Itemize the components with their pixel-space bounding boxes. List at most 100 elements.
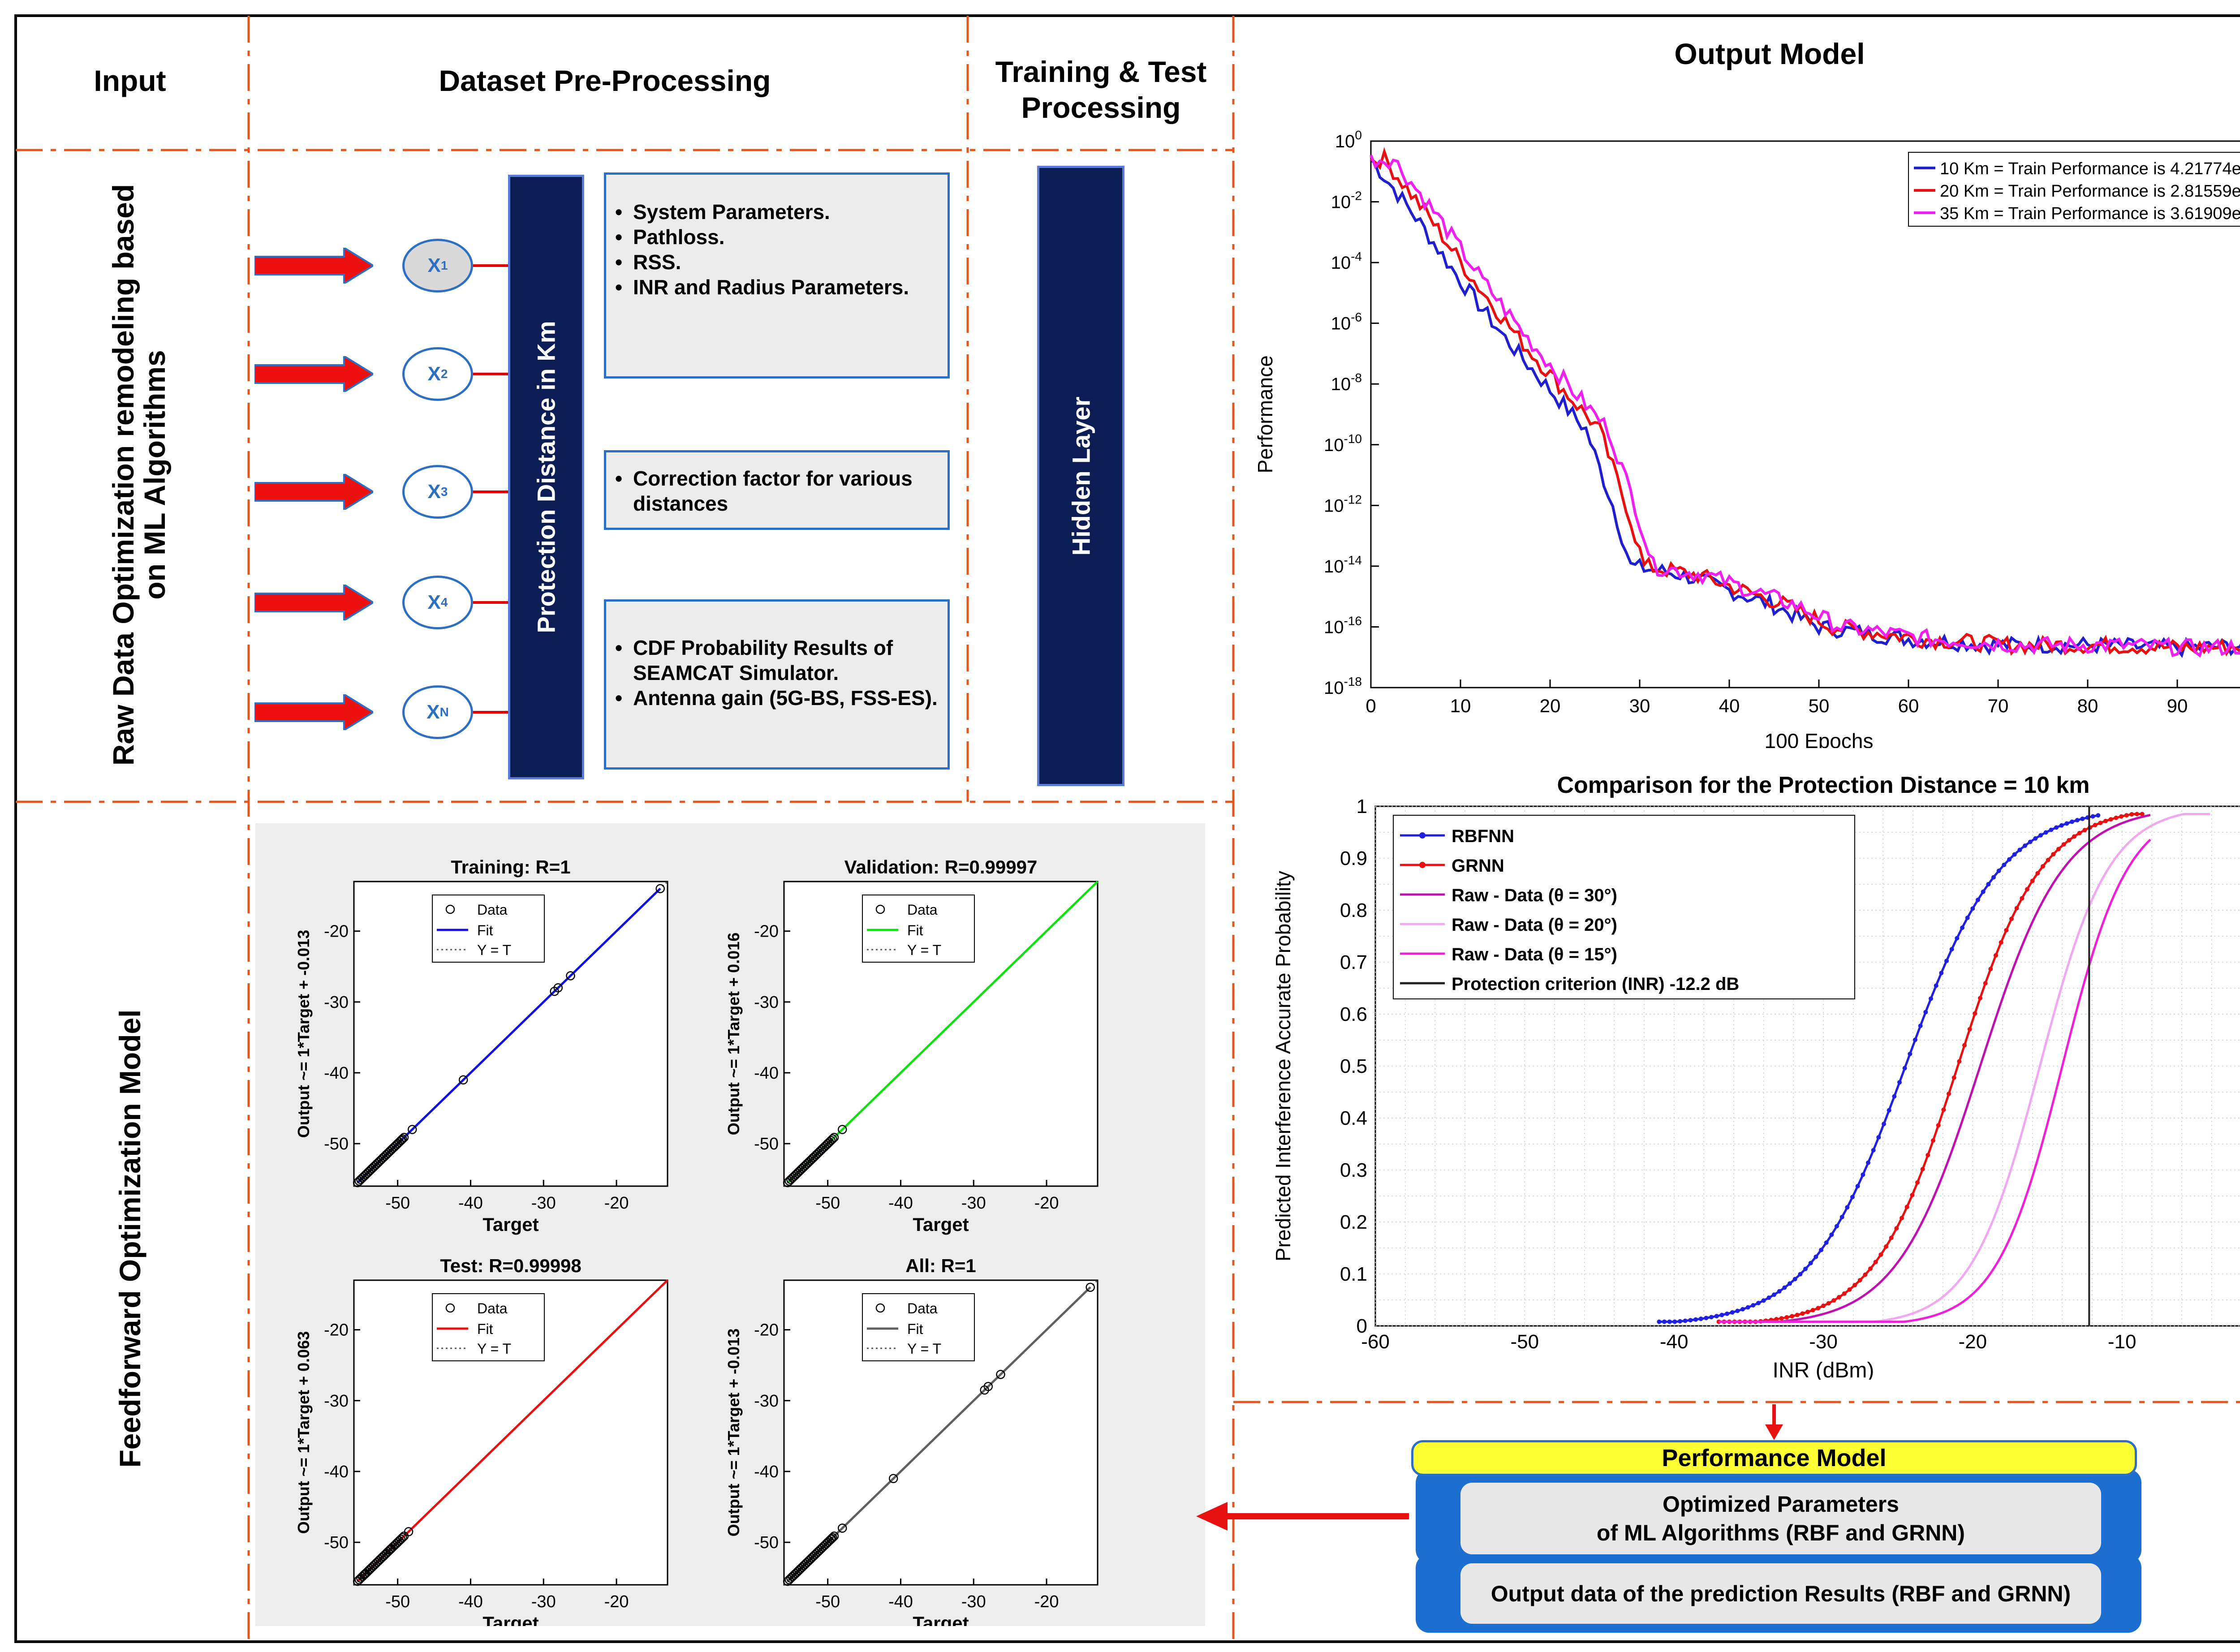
regression-ytick-label: -50 xyxy=(754,1533,779,1552)
cdf-series-marker xyxy=(1803,1266,1808,1271)
cdf-series-marker xyxy=(1831,1298,1836,1303)
cdf-ytick-label: 0.1 xyxy=(1340,1263,1367,1285)
regression-ytick-label: -20 xyxy=(754,1321,779,1340)
cdf-series-marker xyxy=(1829,1232,1834,1237)
cdf-series-marker xyxy=(2009,916,2014,921)
cdf-series-marker xyxy=(2103,818,2108,823)
regression-ylabel: Output ~= 1*Target + 0.016 xyxy=(724,933,743,1136)
regression-legend-label: Fit xyxy=(907,922,923,938)
regression-data-point xyxy=(370,1559,380,1569)
cdf-series-marker xyxy=(1960,925,1964,930)
regression-ytick-label: -30 xyxy=(324,1392,349,1411)
perf-series-line xyxy=(1370,155,2240,658)
cdf-series-marker xyxy=(1876,1135,1881,1140)
regression-ytick-label: -20 xyxy=(324,1321,349,1340)
regression-fit-line xyxy=(787,1286,1091,1582)
regression-ytick-label: -40 xyxy=(754,1463,779,1481)
info-item: System Parameters. xyxy=(615,199,939,224)
cdf-series-marker xyxy=(2075,818,2080,823)
regression-data-point xyxy=(366,1166,375,1175)
perf-ytick-label: 10-10 xyxy=(1324,432,1362,455)
cdf-series-marker xyxy=(2020,896,2025,901)
regression-data-point xyxy=(802,1159,812,1169)
regression-data-point xyxy=(362,1168,372,1178)
regression-data-point xyxy=(372,1558,382,1567)
regression-data-point xyxy=(823,1139,832,1149)
info-item: Correction factor for various distances xyxy=(615,466,939,516)
cdf-series-marker xyxy=(1800,1311,1805,1316)
regression-legend-label: Fit xyxy=(477,922,493,938)
cdf-series-marker xyxy=(1868,1266,1873,1271)
regression-data-point xyxy=(821,1140,831,1150)
regression-fit-line xyxy=(357,1279,668,1582)
regression-data-point xyxy=(818,1144,828,1153)
regression-legend-label: Y = T xyxy=(477,1341,511,1357)
perf-xtick-label: 50 xyxy=(1809,695,1830,716)
cdf-ytick-label: 0.3 xyxy=(1340,1159,1367,1181)
regression-ytick-label: -40 xyxy=(324,1064,349,1083)
perf-xtick-label: 20 xyxy=(1540,695,1561,716)
cdf-series-marker xyxy=(2030,878,2035,883)
cdf-series-marker xyxy=(2028,839,2033,844)
cdf-ytick-label: 0.4 xyxy=(1340,1107,1367,1129)
raw-data-label-line1: Raw Data Optimization remodeling based xyxy=(107,184,140,766)
regression-data-point xyxy=(364,1167,374,1176)
cdf-series-marker xyxy=(1866,1160,1870,1165)
cdf-series-marker xyxy=(2049,827,2054,832)
cdf-series-marker xyxy=(2056,847,2061,852)
regression-data-point xyxy=(817,1145,826,1155)
perf-xtick-label: 0 xyxy=(1366,695,1376,716)
regression-data-point xyxy=(382,1150,391,1159)
regression-data-point xyxy=(797,1164,807,1174)
header-output: Output Model xyxy=(1674,37,1865,70)
cdf-series-marker xyxy=(1805,1309,1810,1314)
regression-ytick-label: -30 xyxy=(324,993,349,1012)
regression-data-point xyxy=(383,1547,393,1557)
regression-data-point xyxy=(799,1162,809,1172)
cdf-series-marker xyxy=(1662,1319,1667,1324)
cdf-series-marker xyxy=(1994,953,1998,958)
cdf-series-marker xyxy=(2070,819,2074,824)
cdf-ytick-label: 0.5 xyxy=(1340,1055,1367,1077)
regression-data-point xyxy=(370,1161,380,1170)
cdf-series-marker xyxy=(1777,1289,1782,1294)
regression-data-point xyxy=(362,1567,372,1577)
regression-ytick-label: -20 xyxy=(324,922,349,941)
cdf-series-marker xyxy=(1988,967,1993,972)
regression-data-point xyxy=(794,1566,804,1575)
regression-data-point xyxy=(801,1559,810,1569)
cdf-series-marker xyxy=(1915,1180,1920,1185)
regression-data-point xyxy=(1086,1282,1095,1292)
cdf-ytick-label: 0.2 xyxy=(1340,1211,1367,1233)
regression-data-point xyxy=(813,1148,823,1158)
regression-data-point xyxy=(369,1162,379,1172)
cdf-series-marker xyxy=(1814,1254,1818,1259)
perf-legend-label: 20 Km = Train Performance is 2.81559e-18… xyxy=(1940,182,2240,201)
cdf-series-marker xyxy=(1798,1272,1803,1277)
cdf-series-marker xyxy=(1904,1205,1909,1209)
perf-series-line xyxy=(1370,147,2240,657)
input-arrow-n xyxy=(254,694,373,730)
regression-data-point xyxy=(789,1570,799,1580)
regression-data-point xyxy=(458,1075,468,1085)
regression-data-point xyxy=(375,1156,385,1166)
regression-legend-box xyxy=(862,895,975,963)
regression-data-point xyxy=(378,1552,388,1561)
cdf-xtick-label: -40 xyxy=(1660,1331,1689,1353)
cdf-series-marker xyxy=(1683,1318,1688,1323)
cdf-series-marker xyxy=(2090,814,2095,819)
header-training-line1: Training & Test xyxy=(995,55,1207,88)
perf-legend-label: 10 Km = Train Performance is 4.21774e-18… xyxy=(1940,159,2240,178)
regression-data-point xyxy=(812,1150,821,1159)
cdf-series-marker xyxy=(1884,1244,1888,1249)
regression-data-point xyxy=(395,1137,404,1147)
regression-data-point xyxy=(377,1553,387,1563)
cdf-xtick-label: -60 xyxy=(1361,1331,1390,1353)
cdf-series-marker xyxy=(1792,1277,1797,1282)
perf-xtick-label: 60 xyxy=(1898,695,1919,716)
cdf-series-marker xyxy=(1678,1319,1682,1324)
regression-data-point xyxy=(793,1168,802,1178)
feedforward-label: Feedforward Optimization Model xyxy=(113,1009,146,1468)
regression-data-point xyxy=(807,1154,817,1164)
